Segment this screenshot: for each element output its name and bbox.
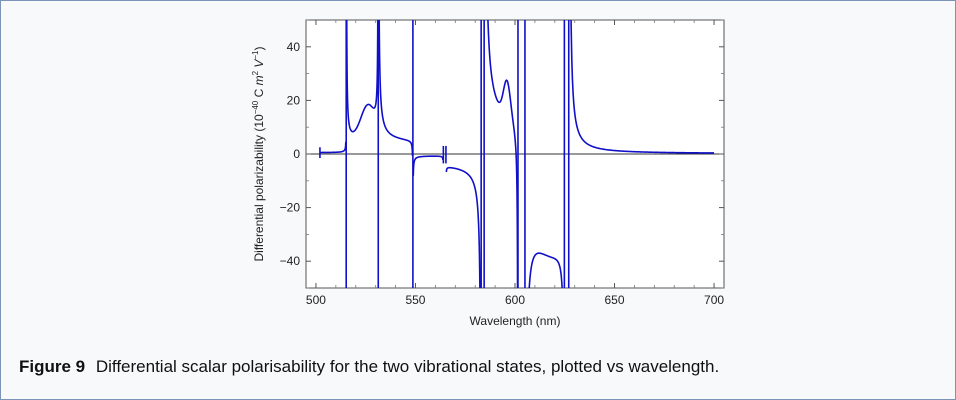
curve-segment-6 — [487, 20, 519, 288]
figure-caption: Figure 9 Differential scalar polarisabil… — [19, 356, 939, 378]
x-tick-label: 600 — [505, 293, 525, 307]
y-tick-label: −20 — [280, 201, 301, 215]
curve-segment-3 — [378, 20, 414, 156]
x-tick-label: 700 — [704, 293, 724, 307]
x-axis-label: Wavelength (nm) — [470, 314, 561, 328]
x-tick-label: 550 — [405, 293, 425, 307]
y-tick-label: −40 — [280, 254, 301, 268]
x-tick-label: 500 — [306, 293, 326, 307]
caption-text: Differential scalar polarisability for t… — [95, 357, 720, 376]
y-axis-label: Differential polarizability (10−40 C m2 … — [251, 46, 266, 261]
y-tick-label: 0 — [293, 147, 300, 161]
curve-segment-8 — [570, 20, 715, 154]
y-tick-label: 20 — [287, 93, 301, 107]
polarizability-chart: 500 550 600 650 700 −40 −20 0 20 40 Wavelength (n… — [251, 19, 725, 328]
figure-label: Figure 9 — [19, 357, 86, 376]
curve-segment-4 — [412, 155, 444, 176]
curve-segment-1 — [319, 141, 347, 154]
x-tick-label: 650 — [605, 293, 625, 307]
y-tick-label: 40 — [287, 40, 301, 54]
curve-segment-5 — [445, 166, 481, 288]
curve-segment-7 — [528, 252, 563, 288]
curve-segment-2 — [345, 20, 379, 133]
plot-area: 500 550 600 650 700 −40 −20 0 20 40 Wavelength (n… — [1, 1, 956, 341]
